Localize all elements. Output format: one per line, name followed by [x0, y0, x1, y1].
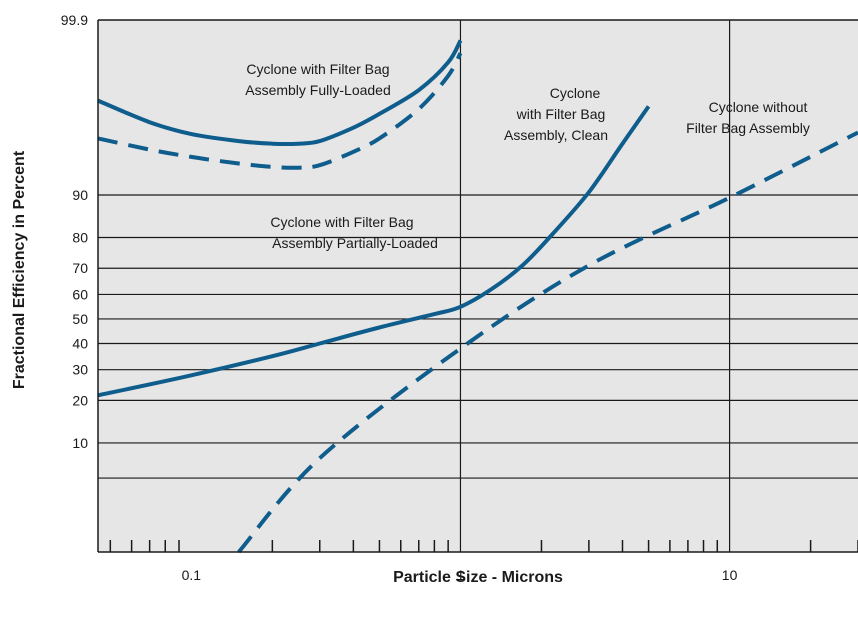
annotation-line: Cyclone: [550, 85, 601, 101]
y-tick-label: 50: [72, 311, 88, 327]
annotation-line: Cyclone without: [709, 99, 808, 115]
annotation-clean: Cyclone with Filter Bag Assembly, Clean: [504, 85, 608, 143]
annotation-line: Cyclone with Filter Bag: [246, 61, 389, 77]
series-line-4: [237, 130, 858, 554]
x-tick-label: 0.1: [182, 567, 202, 583]
y-tick-label: 10: [72, 435, 88, 451]
y-tick-label: 60: [72, 286, 88, 302]
annotation-fully-loaded: Cyclone with Filter Bag Assembly Fully-L…: [245, 61, 391, 98]
curves: [97, 39, 858, 554]
annotation-without-bag: Cyclone without Filter Bag Assembly: [686, 99, 810, 136]
x-axis-title: Particle Size - Microns: [393, 569, 563, 586]
annotation-line: Assembly, Clean: [504, 127, 608, 143]
x-tick-label: 1: [457, 567, 465, 583]
series-line-1: [97, 39, 463, 146]
y-tick-label: 40: [72, 335, 88, 351]
annotation-partially-loaded: Cyclone with Filter Bag Assembly Partial…: [270, 214, 437, 251]
y-tick-label: 70: [72, 260, 88, 276]
plot-area: [98, 20, 858, 552]
y-tick-label: 30: [72, 362, 88, 378]
annotation-line: Assembly Partially-Loaded: [272, 235, 438, 251]
annotation-line: Assembly Fully-Loaded: [245, 82, 391, 98]
x-tick-labels: 0.1 1 10: [182, 567, 738, 583]
y-axis-title: Fractional Efficiency in Percent: [11, 150, 28, 389]
y-tick-label: 20: [72, 392, 88, 408]
annotation-line: with Filter Bag: [516, 106, 606, 122]
axes: [97, 19, 858, 553]
y-tick-label: 99.9: [61, 12, 88, 28]
y-tick-labels: 10 20 30 40 50 60 70 80 90 99.9: [61, 12, 88, 451]
annotation-line: Cyclone with Filter Bag: [270, 214, 413, 230]
horizontal-gridlines: [98, 194, 858, 479]
x-tick-label: 10: [722, 567, 738, 583]
vertical-gridlines: [459, 20, 731, 552]
y-tick-label: 80: [72, 230, 88, 246]
annotation-line: Filter Bag Assembly: [686, 120, 810, 136]
x-minor-ticks: [109, 540, 858, 552]
y-tick-label: 90: [72, 187, 88, 203]
series-line-3: [97, 105, 651, 398]
series-line-2: [97, 52, 463, 170]
